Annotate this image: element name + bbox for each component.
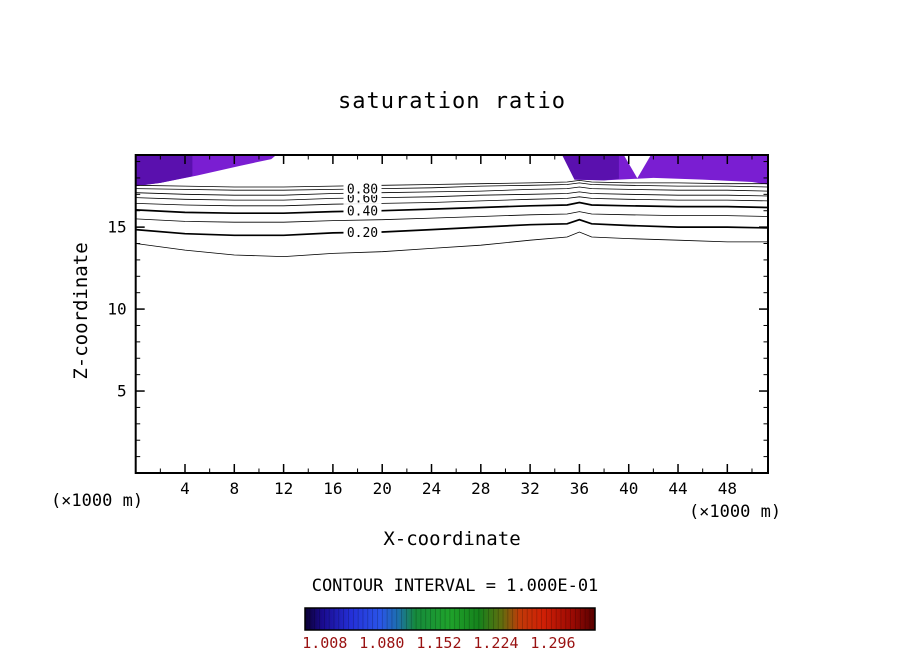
plot-axes: [134, 154, 769, 474]
right-notch-white-region: [623, 155, 651, 179]
contour-line-0.4: [135, 201, 769, 215]
x-tick-label: 12: [274, 479, 293, 498]
contour-interval-label: CONTOUR INTERVAL = 1.000E-01: [311, 576, 599, 596]
y-axis-title: Z-coordinate: [70, 242, 92, 380]
contour-line-0.5: [135, 196, 769, 207]
contour-label-mask: [343, 225, 382, 239]
colorbar-tick-label: 1.152: [416, 634, 461, 652]
contour-label-mask: [343, 181, 382, 195]
contour-labels: 0.20 0.400.600.80: [343, 181, 382, 241]
contour-line-0.6: [135, 191, 769, 201]
contour-lines: [135, 179, 769, 258]
contour-label-text: 0.80: [347, 182, 378, 197]
contour-label-mask: [343, 204, 382, 218]
contour-label-text: 0.40: [347, 205, 378, 220]
x-tick-label: 32: [520, 479, 539, 498]
colorbar-tick-label: 1.296: [530, 634, 575, 652]
colorbar-gradient: [305, 608, 595, 630]
x-tick-label: 4: [180, 479, 190, 498]
right-high-saturation-dark-region: [562, 155, 619, 181]
x-tick-label: 24: [422, 479, 441, 498]
colorbar-tick-label: 1.224: [473, 634, 518, 652]
contour-line-0.2: [135, 218, 769, 237]
chart-title: saturation ratio: [338, 89, 566, 114]
colorbar-border: [304, 607, 596, 631]
colorbar: 1.008 1.080 1.152 1.224 1.296: [302, 607, 596, 652]
contour-line-0.8: [135, 182, 769, 191]
x-tick-label: 48: [718, 479, 737, 498]
x-axis-unit-left: (×1000 m): [50, 491, 144, 511]
colorbar-tick-label: 1.080: [359, 634, 404, 652]
contour-line-0.7: [135, 186, 769, 196]
x-tick-label: 20: [373, 479, 392, 498]
contour-line-0.3: [135, 211, 769, 223]
x-tick-label: 8: [229, 479, 239, 498]
y-tick-label: 5: [117, 382, 127, 401]
contour-label-text: 0.20: [347, 226, 378, 241]
y-tick-label: 15: [107, 218, 126, 237]
x-tick-label: 16: [323, 479, 342, 498]
colorbar-tick-label: 1.008: [302, 634, 347, 652]
y-tick-label: 10: [107, 300, 126, 319]
x-axis-title: X-coordinate: [383, 528, 521, 550]
filled-contour-regions: [135, 155, 768, 187]
x-tick-label: 28: [471, 479, 490, 498]
x-tick-label: 36: [570, 479, 589, 498]
contour-label-text: 0.60: [347, 191, 378, 206]
left-high-saturation-dark-region: [135, 155, 193, 187]
contour-line-0.1: [135, 231, 768, 258]
x-tick-label: 44: [668, 479, 687, 498]
x-tick-label: 40: [619, 479, 638, 498]
x-axis-unit-right: (×1000 m): [688, 502, 782, 522]
contour-line-0.9: [135, 179, 768, 188]
